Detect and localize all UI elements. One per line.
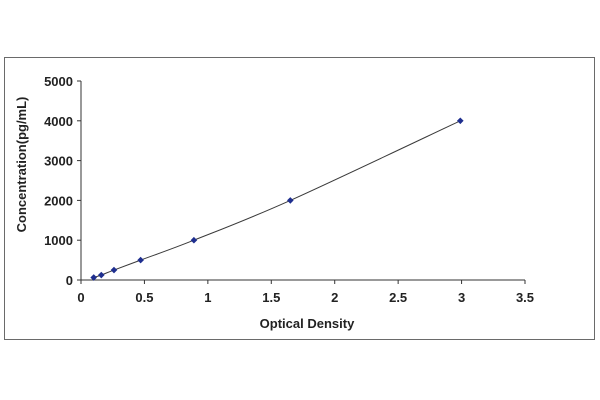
y-tick-label: 3000 [44,154,73,169]
x-tick-label: 3 [458,290,465,305]
x-ticks: 0 0.5 1 1.5 2 2.5 3 3.5 [77,280,534,305]
data-point-diamond [97,271,105,279]
y-tick-label: 1000 [44,233,73,248]
y-ticks: 0 1000 2000 3000 4000 5000 [44,74,81,288]
fit-curve [93,120,461,278]
y-tick-label: 5000 [44,74,73,89]
x-tick-label: 1 [204,290,211,305]
x-tick-label: 2 [331,290,338,305]
fit-curve-layer [93,120,461,278]
x-tick-label: 0.5 [135,290,153,305]
data-point-diamond [90,274,97,281]
x-tick-label: 3.5 [516,290,534,305]
x-tick-label: 0 [77,290,84,305]
y-tick-label: 2000 [44,193,73,208]
x-axis-title: Optical Density [260,316,355,331]
x-tick-label: 2.5 [389,290,407,305]
data-point-diamond [137,256,144,264]
y-tick-label: 0 [66,273,73,288]
y-tick-label: 4000 [44,114,73,129]
axes [80,81,525,281]
x-tick-label: 1.5 [262,290,280,305]
data-point-diamond [190,236,198,244]
data-point-diamond [456,117,464,125]
chart-frame [4,57,595,340]
data-point-diamond [110,266,118,274]
data-points [90,117,464,281]
y-axis-title: Concentration(pg/mL) [14,97,29,233]
data-point-diamond [287,197,294,204]
